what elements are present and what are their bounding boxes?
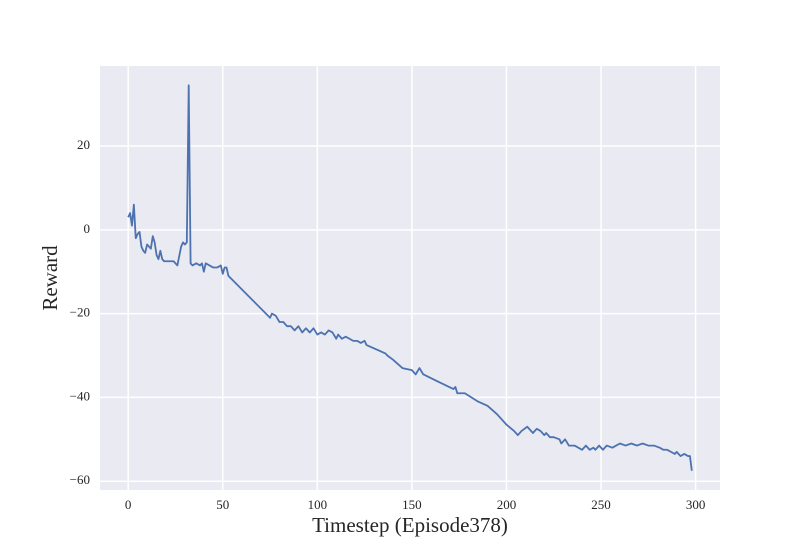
x-tick-label: 250 xyxy=(591,497,611,512)
x-tick-label: 300 xyxy=(686,497,706,512)
x-tick-label: 200 xyxy=(497,497,517,512)
plot-area xyxy=(100,66,720,490)
y-tick-label: −40 xyxy=(70,388,90,403)
y-tick-label: 0 xyxy=(84,221,91,236)
x-tick-label: 100 xyxy=(308,497,328,512)
x-tick-label: 50 xyxy=(216,497,229,512)
data-line xyxy=(127,84,693,471)
x-tick-label: 150 xyxy=(402,497,422,512)
y-axis-label: Reward xyxy=(38,245,62,311)
y-tick-label: −60 xyxy=(70,472,90,487)
x-axis-label: Timestep (Episode378) xyxy=(312,513,508,537)
y-tick-label: 20 xyxy=(77,137,90,152)
y-tick-label: −20 xyxy=(70,305,90,320)
x-tick-label: 0 xyxy=(125,497,132,512)
